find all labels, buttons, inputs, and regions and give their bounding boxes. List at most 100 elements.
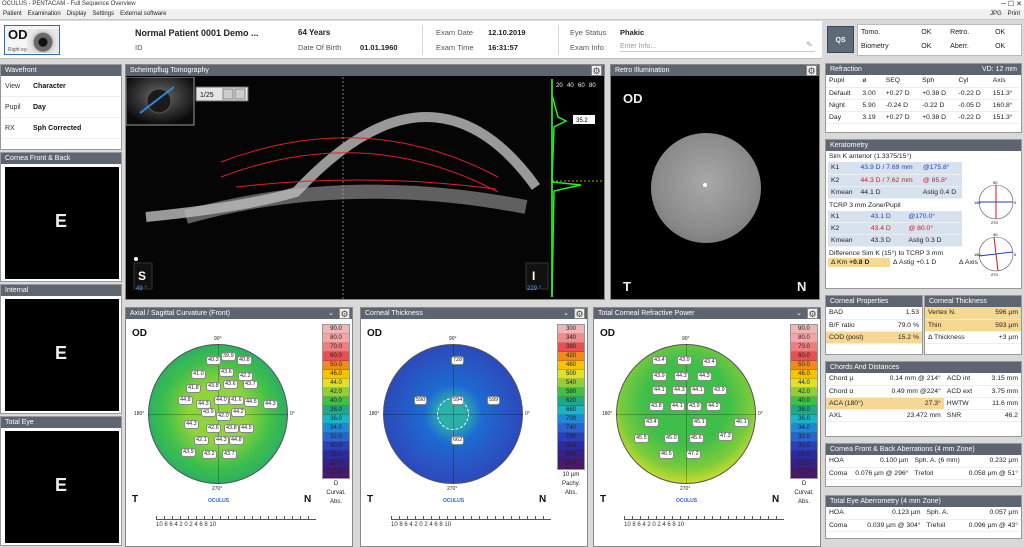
gear-icon[interactable]: ⚙ <box>806 65 817 76</box>
map-value: 590 <box>414 396 428 405</box>
density-scale-tick: 20 <box>556 83 563 89</box>
density-readout-bg <box>573 115 595 124</box>
refraction-title-text: Refraction <box>830 66 862 73</box>
chevron-down-icon[interactable]: ⌄ <box>796 310 802 317</box>
cell: 15.2 % <box>883 331 922 344</box>
cell: 160.8° <box>989 99 1021 112</box>
angle-270: 270° <box>680 486 691 492</box>
corneal-properties-table: BAD 1.53 B/F ratio 79.0 % COD (post) 15.2 % <box>826 307 922 344</box>
total-aberrations-table: HOA 0.123 µm Sph. A. 0.057 µm Coma 0.039 µm … <box>826 507 1021 532</box>
color-scale-step: 90.0 <box>791 325 817 334</box>
refraction-table: Pupil ø SEQ Sph Cyl Axis Default 3.00 +0.27 D +0… <box>826 75 1021 124</box>
map-value: 42.1 <box>194 436 209 445</box>
window-controls[interactable]: ─ ☐ ✕ <box>1001 0 1022 9</box>
window-title-text: OCULUS - PENTACAM - Full Sequence Overvi… <box>2 1 136 7</box>
gear-icon[interactable]: ⚙ <box>339 308 350 319</box>
exam-info-input[interactable]: Enter Info... <box>620 41 815 52</box>
jpg-button[interactable]: JPG <box>989 11 1002 17</box>
map-value: 44.8 <box>229 436 244 445</box>
chevron-down-icon[interactable]: ⌄ <box>328 310 334 317</box>
menu-examination[interactable]: Examination <box>27 11 61 17</box>
map-od-label: OD <box>600 328 615 339</box>
scheimpflug-image: 1/25 20 40 60 80 35.2 S 49 ° I 229 ° <box>126 77 604 299</box>
gear-icon[interactable]: ⚙ <box>807 308 818 319</box>
total-eye-panel: Total Eye E <box>0 416 122 546</box>
color-scale[interactable]: 90.0 80.0 70.0 60.0 50.0 46.0 44.0 42.0 40.0 38.0… <box>322 324 350 479</box>
map-value: 44.3 <box>672 386 687 395</box>
rotate-left-icon[interactable] <box>222 88 234 100</box>
map-value: 44.1 <box>670 402 685 411</box>
slice-counter[interactable]: 1/25 <box>200 92 214 99</box>
rx-row[interactable]: RX Sph Corrected <box>1 118 121 139</box>
dial-tick: 0 <box>1014 252 1017 257</box>
cell: 0.123 µm <box>854 507 924 520</box>
delta-astig-value: +0.1 D <box>916 259 937 266</box>
topography-map[interactable] <box>616 344 756 484</box>
e-letter: E <box>55 343 68 363</box>
map-value: 44.0 <box>214 396 229 405</box>
rotate-right-icon[interactable] <box>234 88 246 100</box>
astig-cell: Astig 0.4 D <box>919 186 962 199</box>
chevron-down-icon[interactable]: ⌄ <box>563 310 569 317</box>
color-scale[interactable]: 300 340 380 420 460 500 540 580 620 660 700 740 780 8… <box>557 324 585 470</box>
qs-button[interactable]: QS <box>827 26 854 53</box>
map-value: 44.1 <box>652 386 667 395</box>
cell: 593 µm <box>982 319 1021 332</box>
close-icon[interactable]: ✕ <box>1016 1 1022 8</box>
table-row: AXL 23.472 mm SNR 46.2 <box>826 409 1021 422</box>
cell: COD (post) <box>826 331 884 344</box>
map-value: 43.7 <box>222 450 237 459</box>
cell: -0.22 D <box>955 87 990 100</box>
total-e-chart: E <box>5 431 119 543</box>
retro-panel: Retro Illumination ⚙ OD T N <box>610 64 820 300</box>
map-value: 43.9 <box>677 356 692 365</box>
density-scale-tick: 60 <box>578 83 585 89</box>
gear-icon[interactable]: ⚙ <box>574 308 585 319</box>
gear-icon[interactable]: ⚙ <box>591 65 602 76</box>
pupil-row[interactable]: Pupil Day <box>1 97 121 118</box>
cell: 0.49 mm @224° <box>874 385 944 398</box>
color-scale-step: 300 <box>558 325 584 334</box>
minimize-icon[interactable]: ─ <box>1000 1 1006 8</box>
ruler-ticks <box>156 516 316 520</box>
cell: +0.38 D <box>919 111 956 124</box>
print-button[interactable]: Print <box>1007 11 1020 17</box>
cell: Coma <box>826 467 851 480</box>
kmean-label: Kmean <box>828 234 868 247</box>
k1-value: 43.9 D / 7.69 mm <box>857 162 920 175</box>
right-column: QS Tomo. OK Retro. OK Biometry OK Aberr. OK Re… <box>823 21 1024 547</box>
cell: Default <box>826 87 860 100</box>
cornea-aberrations-table: HOA 0.100 µm Sph. A. (6 mm) 0.232 µm Coma 0.… <box>826 455 1021 480</box>
map-value: 43.4 <box>652 356 667 365</box>
tcrp-table: K1 43.1 D @170.0° K2 43.4 D @ 80.0° Kmean 43.… <box>828 210 962 247</box>
oculus-logo: OCULUS <box>443 498 465 504</box>
quality-value: OK <box>921 28 932 36</box>
cornea-aberrations-title: Cornea Front & Back Aberrations (4 mm Zo… <box>826 444 1021 455</box>
retro-t-label: T <box>623 279 631 294</box>
dial-tick: 270 <box>991 220 998 224</box>
color-scale[interactable]: 90.0 80.0 70.0 60.0 50.0 46.0 44.0 42.0 40.0 38.0… <box>790 324 818 479</box>
tcrp-axis-dial: 90 270 180 0 <box>974 232 1017 276</box>
color-scale-step: 660 <box>558 406 584 415</box>
menu-display[interactable]: Display <box>66 11 87 17</box>
angle-180: 180° <box>134 411 145 417</box>
tcrp-kmean: 43.3 D <box>867 234 906 247</box>
eye-icon <box>27 29 59 53</box>
menu-patient[interactable]: Patient <box>3 11 22 17</box>
color-scale-step: 40.0 <box>323 397 349 406</box>
chords-panel: Chords And Distances Chord µ 0.14 mm @ 21… <box>825 361 1022 437</box>
maximize-icon[interactable]: ☐ <box>1007 1 1015 8</box>
color-scale-step: 30.0 <box>323 442 349 451</box>
cell: Trefoil <box>911 467 965 480</box>
menu-external-software[interactable]: External software <box>120 11 167 17</box>
pencil-icon[interactable]: ✎ <box>806 40 813 49</box>
eye-selector[interactable]: OD Right eye <box>4 25 60 55</box>
cell: 0.058 µm @ 51° <box>964 467 1021 480</box>
color-scale-step: 340 <box>558 334 584 343</box>
menu-settings[interactable]: Settings <box>92 11 115 17</box>
view-row[interactable]: View Character <box>1 76 121 97</box>
map-value: 44.3 <box>184 420 199 429</box>
cell: 5.90 <box>859 99 883 112</box>
color-scale-step: 540 <box>558 379 584 388</box>
s-angle: 49 ° <box>136 286 147 292</box>
